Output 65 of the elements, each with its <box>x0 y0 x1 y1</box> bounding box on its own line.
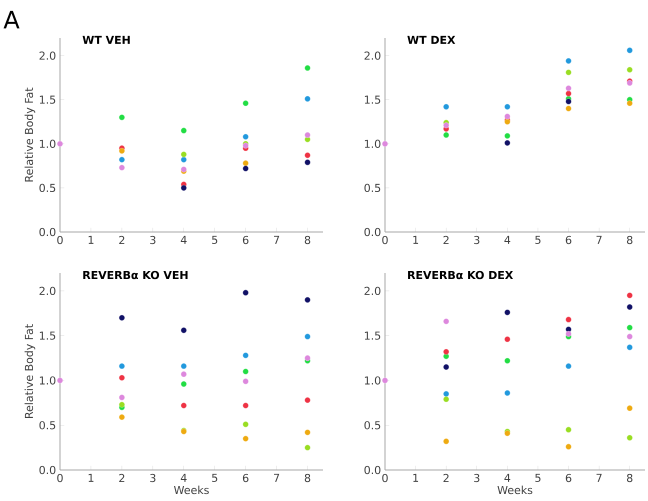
y-tick-label: 1.0 <box>40 140 56 148</box>
y-tick-label: 0.5 <box>364 421 380 430</box>
chart-title: WT DEX <box>407 36 456 44</box>
x-tick-label: 5 <box>212 236 218 244</box>
x-tick-label: 2 <box>443 236 449 244</box>
x-tick-label: 7 <box>596 236 602 244</box>
y-tick-label: 1.5 <box>364 332 380 340</box>
y-axis-title: Relative Body Fat <box>24 324 36 418</box>
x-tick-label: 8 <box>304 474 310 482</box>
y-tick-label: 0.0 <box>364 466 380 474</box>
x-tick-label: 2 <box>119 236 124 244</box>
x-tick-label: 6 <box>242 236 248 244</box>
chart-title: REVERBα KO DEX <box>408 270 514 280</box>
x-tick-label: 1 <box>413 236 418 244</box>
x-tick-label: 0 <box>382 474 388 482</box>
x-tick-label: 4 <box>180 236 187 244</box>
x-tick-label: 4 <box>504 236 510 244</box>
text: A <box>4 10 20 28</box>
x-tick-label: 8 <box>626 236 632 244</box>
x-tick-label: 7 <box>274 236 280 244</box>
x-tick-label: 8 <box>304 236 310 244</box>
y-tick-label: 2.0 <box>364 51 380 60</box>
x-tick-label: 7 <box>596 474 602 482</box>
x-tick-label: 2 <box>119 474 124 482</box>
x-tick-label: 7 <box>274 474 280 482</box>
y-tick-label: 2.0 <box>40 286 56 296</box>
x-axis-title: Weeks <box>497 486 532 494</box>
x-tick-label: 5 <box>535 236 540 244</box>
y-tick-label: 1.0 <box>364 140 380 148</box>
chart-title: WT VEH <box>82 36 130 44</box>
x-tick-label: 3 <box>150 474 156 482</box>
y-tick-label: 2.0 <box>364 286 380 296</box>
y-tick-label: 0.0 <box>39 228 56 236</box>
y-axis-title: Relative Body Fat <box>24 88 36 182</box>
y-tick-label: 1.5 <box>40 332 56 340</box>
y-tick-label: 0.5 <box>39 421 56 430</box>
x-tick-label: 1 <box>413 474 418 482</box>
x-tick-label: 1 <box>88 474 94 482</box>
x-tick-label: 4 <box>180 474 187 482</box>
y-tick-label: 2.0 <box>40 51 56 60</box>
x-tick-label: 8 <box>626 474 632 482</box>
x-axis-title: Weeks <box>174 486 209 494</box>
x-tick-label: 3 <box>474 236 480 244</box>
chart-title: REVERBα KO VEH <box>83 270 188 280</box>
x-tick-label: 3 <box>474 474 480 482</box>
x-tick-label: 3 <box>150 236 156 244</box>
y-tick-label: 0.5 <box>364 184 380 192</box>
x-tick-label: 6 <box>242 474 248 482</box>
x-tick-label: 0 <box>382 236 388 244</box>
x-tick-label: 0 <box>57 474 63 482</box>
y-tick-label: 1.5 <box>40 96 56 104</box>
x-tick-label: 5 <box>212 474 218 482</box>
y-tick-label: 0.5 <box>39 184 56 192</box>
y-tick-label: 0.0 <box>39 466 56 474</box>
y-tick-label: 1.0 <box>364 376 380 385</box>
x-tick-label: 2 <box>443 474 449 482</box>
y-tick-label: 1.5 <box>364 96 380 104</box>
x-tick-label: 0 <box>57 236 63 244</box>
x-tick-label: 6 <box>566 474 572 482</box>
x-tick-label: 4 <box>504 474 510 482</box>
y-tick-label: 1.0 <box>40 376 56 385</box>
x-tick-label: 5 <box>535 474 540 482</box>
y-tick-label: 0.0 <box>364 228 380 236</box>
x-tick-label: 1 <box>88 236 94 244</box>
x-tick-label: 6 <box>566 236 572 244</box>
